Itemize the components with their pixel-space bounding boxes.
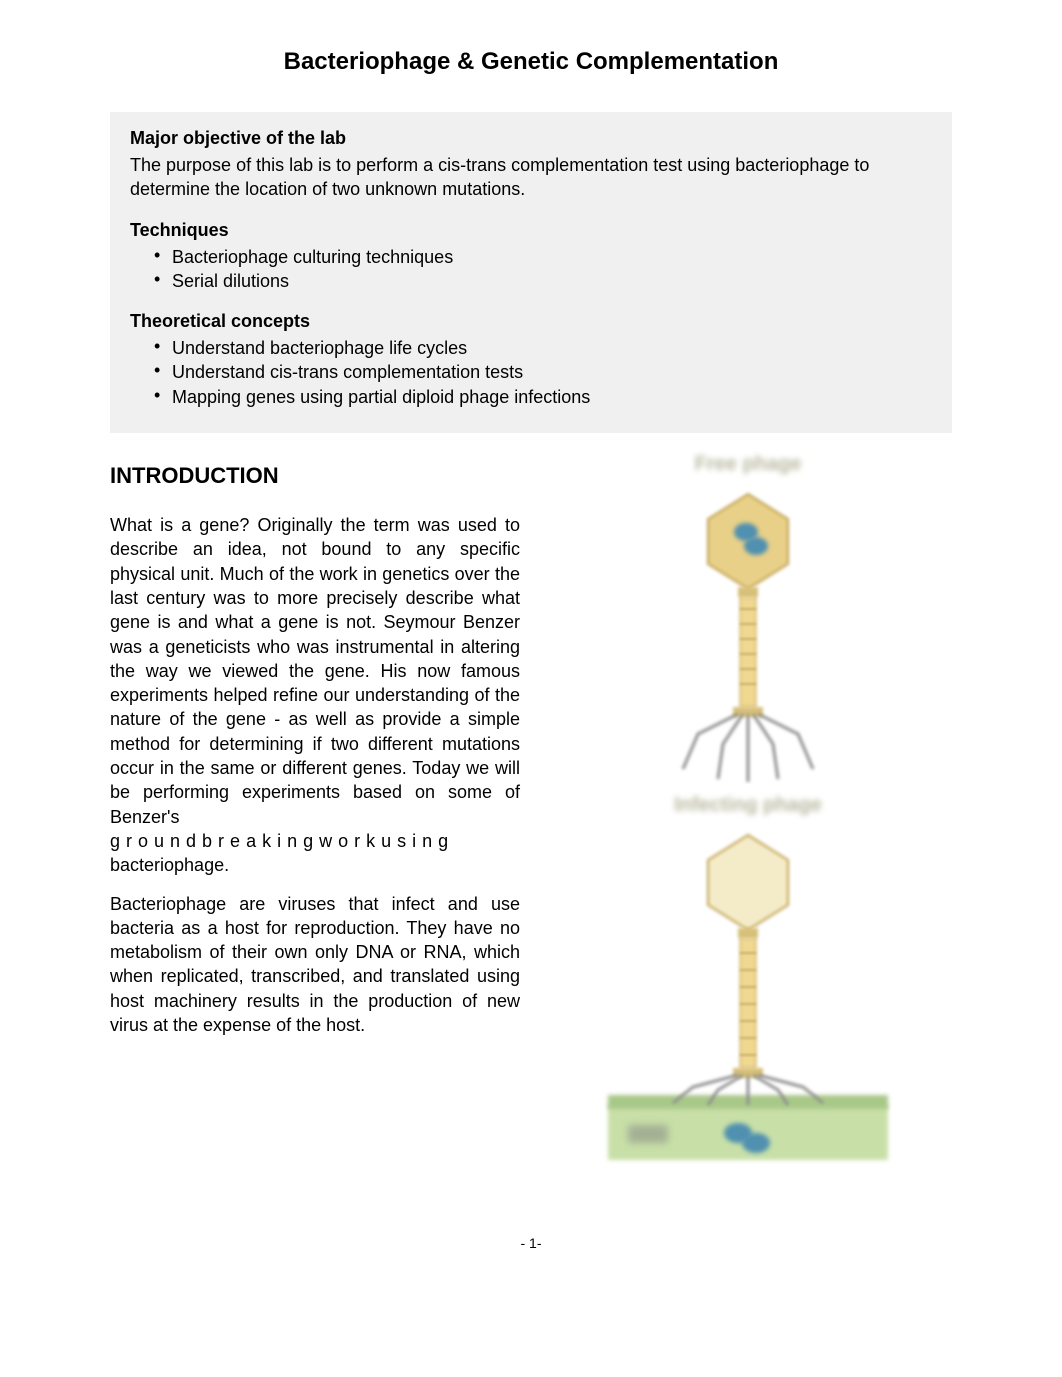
para1-text-a: What is a gene? Originally the term was … [110, 515, 520, 827]
infecting-phage-figure: Infecting phage [598, 794, 898, 1165]
para1-spaced: groundbreakingworkusing [110, 831, 454, 851]
objective-text: The purpose of this lab is to perform a … [130, 153, 932, 202]
info-box: Major objective of the lab The purpose o… [110, 112, 952, 433]
infecting-phage-icon [598, 825, 898, 1165]
figure-label-mid: Infecting phage [674, 794, 822, 817]
text-column: INTRODUCTION What is a gene? Originally … [110, 463, 520, 1165]
free-phage-figure: Free phage [628, 453, 868, 784]
figure-column: Free phage [544, 463, 952, 1165]
figure-label-top: Free phage [695, 453, 802, 476]
intro-paragraph-2: Bacteriophage are viruses that infect an… [110, 892, 520, 1038]
intro-heading: INTRODUCTION [110, 463, 520, 489]
objective-heading: Major objective of the lab [130, 128, 932, 149]
concepts-heading: Theoretical concepts [130, 311, 932, 332]
page-number: - 1- [110, 1235, 952, 1251]
document-page: Bacteriophage & Genetic Complementation … [0, 0, 1062, 1311]
free-phage-icon [628, 484, 868, 784]
two-column-layout: INTRODUCTION What is a gene? Originally … [110, 463, 952, 1165]
list-item: Bacteriophage culturing techniques [172, 245, 932, 269]
techniques-list: Bacteriophage culturing techniques Seria… [130, 245, 932, 294]
para1-text-b: bacteriophage. [110, 855, 229, 875]
list-item: Serial dilutions [172, 269, 932, 293]
techniques-heading: Techniques [130, 220, 932, 241]
concepts-list: Understand bacteriophage life cycles Und… [130, 336, 932, 409]
list-item: Understand bacteriophage life cycles [172, 336, 932, 360]
page-title: Bacteriophage & Genetic Complementation [110, 48, 952, 76]
list-item: Understand cis-trans complementation tes… [172, 360, 932, 384]
intro-paragraph-1: What is a gene? Originally the term was … [110, 513, 520, 877]
list-item: Mapping genes using partial diploid phag… [172, 385, 932, 409]
